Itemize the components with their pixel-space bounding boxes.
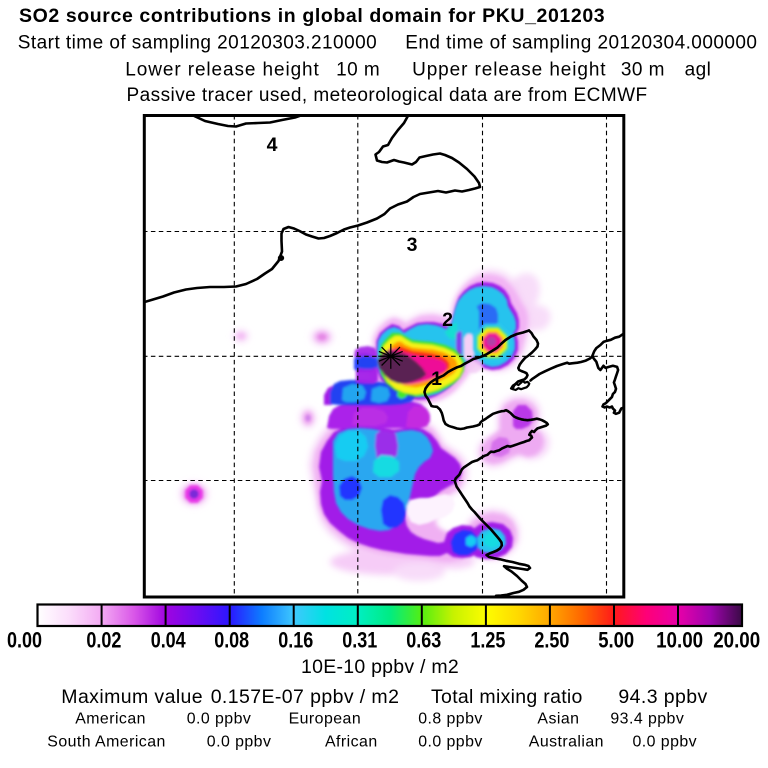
svg-text:94.3 ppbv: 94.3 ppbv [618, 686, 707, 708]
svg-text:0.157E-07 ppbv / m2: 0.157E-07 ppbv / m2 [211, 686, 400, 708]
svg-text:0.02: 0.02 [86, 628, 121, 653]
svg-text:agl: agl [685, 59, 712, 80]
svg-text:0.0 ppbv: 0.0 ppbv [418, 733, 483, 750]
svg-text:American: American [75, 711, 146, 728]
svg-text:0.0 ppbv: 0.0 ppbv [207, 733, 272, 750]
svg-text:1: 1 [431, 368, 442, 390]
svg-text:0.04: 0.04 [151, 628, 187, 653]
svg-text:Passive tracer used, meteorolo: Passive tracer used, meteorological data… [127, 85, 648, 106]
svg-text:93.4 ppbv: 93.4 ppbv [610, 711, 684, 728]
svg-text:African: African [325, 733, 378, 750]
svg-text:Lower release height: Lower release height [125, 59, 319, 80]
svg-text:0.16: 0.16 [278, 628, 313, 653]
svg-text:Total mixing ratio: Total mixing ratio [431, 686, 583, 708]
svg-text:3: 3 [407, 234, 418, 256]
svg-text:End time of sampling 20120304.: End time of sampling 20120304.000000 [405, 32, 757, 53]
svg-text:10 m: 10 m [336, 59, 380, 80]
svg-text:European: European [289, 711, 362, 728]
svg-text:Maximum value: Maximum value [61, 686, 203, 708]
svg-text:0.31: 0.31 [342, 628, 377, 653]
svg-text:Upper release height: Upper release height [412, 59, 606, 80]
svg-text:0.00: 0.00 [7, 628, 42, 653]
svg-text:0.8 ppbv: 0.8 ppbv [418, 711, 483, 728]
svg-text:SO2 source contributions in gl: SO2 source contributions in global domai… [19, 5, 605, 27]
svg-text:20.00: 20.00 [713, 628, 760, 653]
svg-text:South American: South American [47, 733, 165, 750]
svg-text:4: 4 [267, 134, 278, 156]
svg-text:Australian: Australian [529, 733, 604, 750]
svg-text:Start time of sampling 2012030: Start time of sampling 20120303.210000 [18, 32, 377, 53]
svg-text:Asian: Asian [537, 711, 579, 728]
svg-text:0.0 ppbv: 0.0 ppbv [633, 733, 698, 750]
svg-text:30 m: 30 m [621, 59, 665, 80]
svg-text:2: 2 [442, 309, 453, 331]
svg-text:2.50: 2.50 [534, 628, 569, 653]
svg-text:5.00: 5.00 [598, 628, 634, 653]
svg-text:0.0 ppbv: 0.0 ppbv [187, 711, 252, 728]
svg-text:0.08: 0.08 [214, 628, 249, 653]
svg-text:0.63: 0.63 [406, 628, 441, 653]
svg-text:10.00: 10.00 [656, 628, 703, 653]
svg-text:10E-10 ppbv / m2: 10E-10 ppbv / m2 [301, 656, 459, 678]
svg-text:1.25: 1.25 [470, 628, 505, 653]
